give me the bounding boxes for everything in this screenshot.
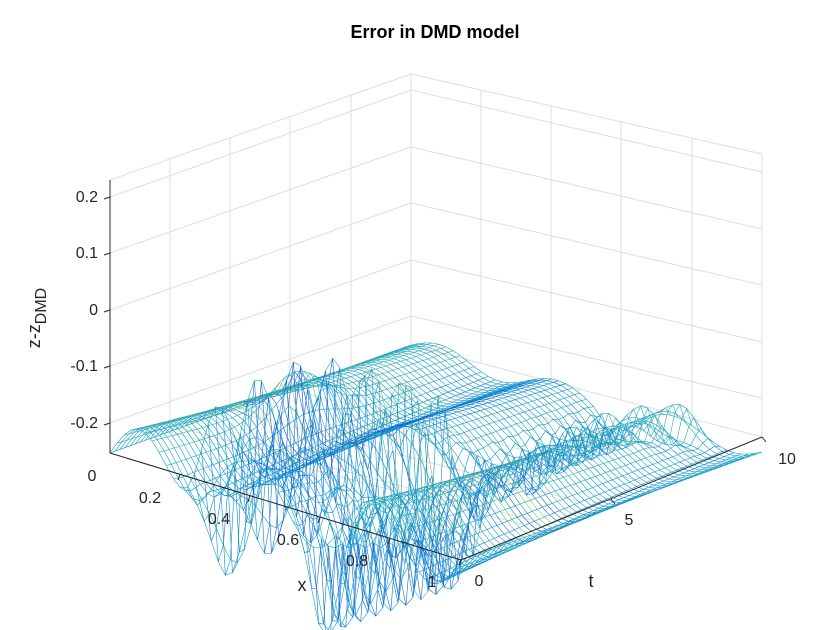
mesh-line-t xyxy=(109,344,412,454)
mesh-line-t xyxy=(425,449,727,581)
mesh-line-t xyxy=(446,453,749,579)
x-tick-label: 0.2 xyxy=(139,490,161,507)
mesh-line-t xyxy=(145,346,447,434)
mesh-line-t xyxy=(264,367,566,545)
mesh-line-t xyxy=(152,350,454,442)
chart-title: Error in DMD model xyxy=(350,22,519,42)
x-tick-label: 0.8 xyxy=(346,553,368,570)
mesh-line-t xyxy=(193,379,496,523)
x-axis-ticks: 0 0.2 0.4 0.6 0.8 1 xyxy=(88,468,462,591)
mesh-line-t xyxy=(166,360,468,466)
mesh-line-t xyxy=(369,405,671,501)
t-tick-label: 5 xyxy=(625,512,634,529)
axis-lines xyxy=(109,180,763,561)
z-tick-label: -0.2 xyxy=(70,415,98,432)
mesh-line-t xyxy=(432,452,735,585)
z-axis-label: z-zDMD xyxy=(24,288,50,348)
grid-lines xyxy=(109,73,763,561)
z-axis-ticks: 0.2 0.1 0 -0.1 -0.2 xyxy=(70,189,111,432)
mesh-line-t xyxy=(250,365,552,543)
mesh-line-t xyxy=(313,425,615,625)
x-axis-label: x xyxy=(298,575,307,595)
t-tick-label: 10 xyxy=(778,451,796,468)
mesh-line-t xyxy=(173,366,475,479)
mesh-line-t xyxy=(390,407,693,520)
x-tick-label: 0.6 xyxy=(277,532,299,549)
error-surface-mesh xyxy=(109,342,763,630)
z-tick-label: 0 xyxy=(89,302,98,319)
mesh-line-t xyxy=(229,379,531,554)
z-tick-label: -0.1 xyxy=(70,358,98,375)
svg-text:z-zDMD: z-zDMD xyxy=(24,288,50,348)
mesh-line-t xyxy=(348,417,650,524)
mesh-line-t xyxy=(278,381,580,555)
x-tick-label: 0.4 xyxy=(208,511,230,528)
z-axis-label-main: z-z xyxy=(24,324,44,348)
mesh-line-t xyxy=(299,410,601,581)
mesh-line-t xyxy=(439,453,742,584)
z-tick-label: 0.2 xyxy=(76,189,98,206)
mesh-line-t xyxy=(383,403,686,510)
mesh-line-t xyxy=(271,368,573,544)
t-tick-label: 0 xyxy=(475,573,484,590)
t-axis-label: t xyxy=(588,571,593,591)
mesh-line-t xyxy=(123,342,426,436)
mesh-line-t xyxy=(460,451,763,561)
mesh-line-t xyxy=(285,384,587,558)
mesh-line-t xyxy=(411,437,714,561)
mesh-line-t xyxy=(376,404,679,503)
mesh-line-t xyxy=(215,382,517,576)
mesh-line-t xyxy=(257,358,559,535)
mesh-line-t xyxy=(201,381,503,542)
mesh-line-t xyxy=(180,371,482,492)
x-tick-label: 1 xyxy=(428,574,437,591)
x-tick-label: 0 xyxy=(88,468,97,485)
mesh-line-t xyxy=(418,445,720,573)
mesh-line-t xyxy=(243,361,545,537)
z-tick-label: 0.1 xyxy=(76,245,98,262)
z-axis-label-subscript: DMD xyxy=(33,288,50,324)
mesh-line-t xyxy=(453,453,756,571)
mesh-line-t xyxy=(208,382,510,562)
mesh-line-t xyxy=(397,416,700,533)
t-axis-ticks: 0 5 10 xyxy=(475,436,796,590)
mesh-line-t xyxy=(327,427,629,622)
mesh-line-t xyxy=(404,427,707,548)
